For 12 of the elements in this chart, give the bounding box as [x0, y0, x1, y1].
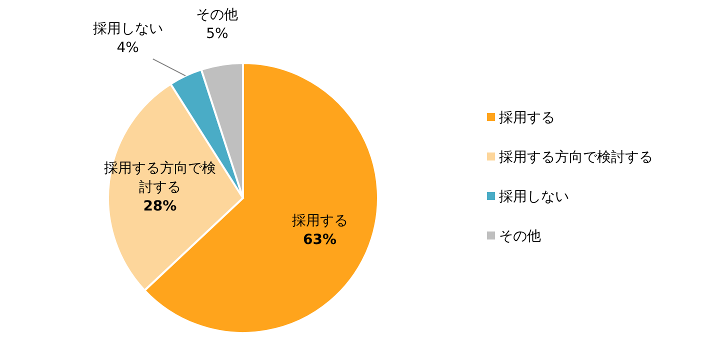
data-label: 63% — [302, 231, 338, 250]
legend-label: 採用する方向で検討する — [499, 150, 653, 166]
legend-label: その他 — [499, 228, 541, 244]
data-label: 5% — [205, 25, 230, 44]
slice-label: 採用する方向で検討する — [104, 159, 216, 197]
slice-label: その他 — [195, 6, 240, 26]
data-label: 28% — [142, 197, 178, 216]
legend-label: 採用しない — [499, 189, 569, 205]
data-label: 4% — [116, 38, 140, 58]
slice-label: 採用しない — [92, 20, 164, 39]
slice-label: 採用する — [290, 212, 349, 232]
legend-label: 採用する — [499, 110, 555, 126]
